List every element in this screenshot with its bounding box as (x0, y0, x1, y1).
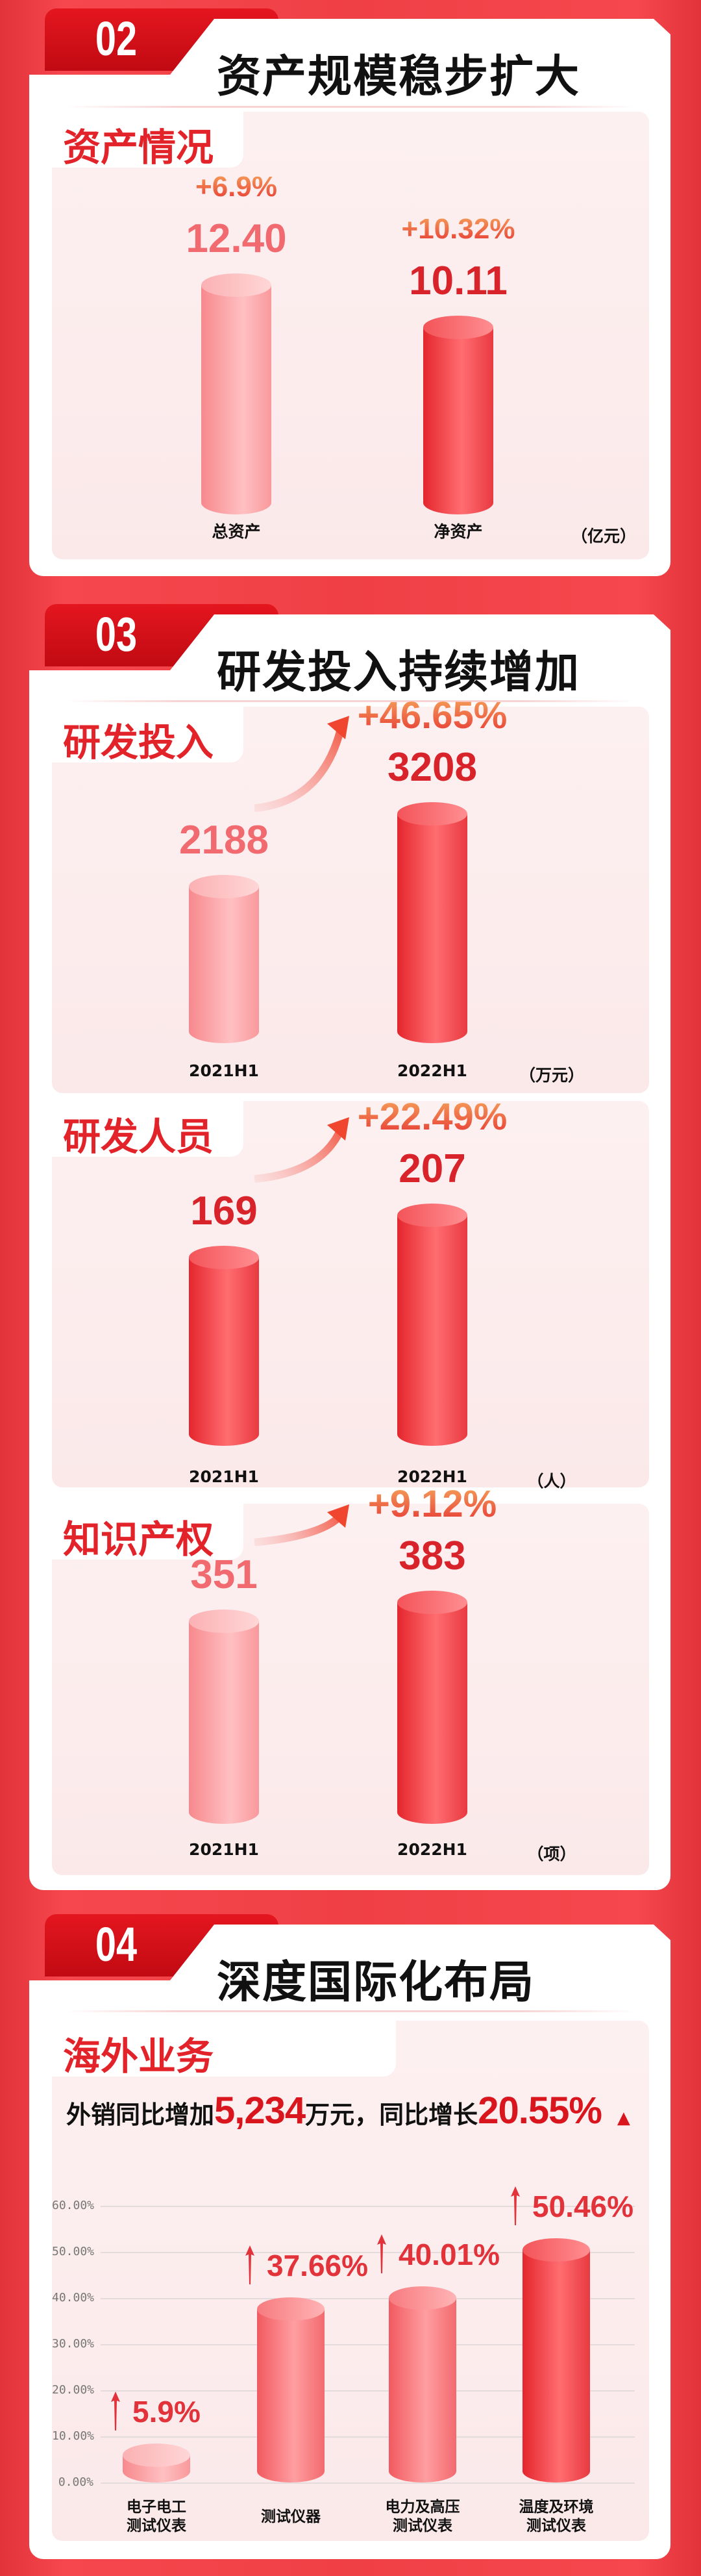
gridline (101, 2482, 635, 2484)
panel-overseas: 海外业务 外销同比增加 5,234 万元，同比增长 20.55% ▲ 0.00%… (52, 2021, 649, 2541)
category-label: 电子电工 测试仪表 (127, 2499, 186, 2534)
growth-label: +46.65% (328, 697, 536, 735)
value-label: 12.40 (186, 216, 287, 261)
bar-2022h1 (397, 802, 467, 1043)
data-label: 50.46% (532, 2189, 634, 2223)
change-label: +10.32% (354, 214, 562, 244)
divider (65, 106, 636, 108)
y-tick-label: 50.00% (52, 2245, 95, 2258)
gridline (101, 2252, 635, 2253)
section-number: 03 (95, 607, 138, 661)
value-label: 351 (190, 1552, 258, 1597)
bar-2022h1 (397, 1203, 467, 1446)
panel-label-tab: 海外业务 (52, 2021, 396, 2078)
change-label: +6.9% (132, 172, 340, 201)
data-label: 5.9% (132, 2395, 201, 2429)
bar-total-assets (201, 273, 271, 514)
value-label: 3208 (387, 745, 477, 790)
growth-label: +22.49% (328, 1098, 536, 1136)
value-label: 383 (399, 1534, 466, 1579)
data-label: 37.66% (267, 2248, 369, 2282)
category-label: 2022H1 (397, 1840, 467, 1859)
unit-label: （万元） (519, 1066, 584, 1085)
category-label: 总资产 (212, 522, 261, 541)
gridline (101, 2390, 635, 2392)
category-label: 2021H1 (189, 1061, 259, 1080)
gridline (101, 2298, 635, 2299)
unit-label: （人） (527, 1472, 576, 1491)
y-tick-label: 10.00% (52, 2429, 95, 2443)
category-label: 温度及环境 测试仪表 (519, 2499, 594, 2534)
panel-ip: 知识产权 351 383 +9.12% 2021H1 2022H1 （项） (52, 1485, 649, 1875)
bar (257, 2297, 325, 2482)
overseas-summary: 外销同比增加 5,234 万元，同比增长 20.55% ▲ (66, 2089, 630, 2132)
panel-rd-staff: 研发人员 169 207 +22.49% 2021H1 2022H1 （人） (52, 1098, 649, 1491)
arrow-shaft (254, 725, 345, 813)
category-label: 2022H1 (397, 1061, 467, 1080)
unit-label: （亿元） (571, 527, 636, 546)
unit-label: （项） (527, 1845, 576, 1863)
panel-assets: 资产情况 12.40 10.11 +6.9% +10.32% 总资产 净资产 （… (52, 112, 649, 559)
section-number: 04 (95, 1917, 138, 1971)
bar-2021h1 (189, 1609, 259, 1824)
value-label: 169 (190, 1189, 258, 1234)
y-tick-label: 60.00% (52, 2199, 95, 2212)
triangle-up-icon: ▲ (617, 2108, 630, 2128)
panel-label-tab: 研发投入 (52, 707, 243, 764)
section-title: 资产规模稳步扩大 (217, 51, 581, 103)
arrow-up-icon (245, 2245, 254, 2284)
bar (389, 2286, 456, 2482)
bar-net-assets (423, 315, 493, 514)
category-label: 2021H1 (189, 1840, 259, 1859)
value-label: 2188 (179, 818, 269, 863)
panel-label: 资产情况 (63, 125, 214, 170)
gridline (101, 2436, 635, 2438)
summary-middle: 万元，同比增长 (305, 2101, 478, 2129)
growth-label: +9.12% (328, 1485, 536, 1523)
panel-rd-investment: 研发投入 2188 3208 +46.65% 2021H1 2022H1 （万元… (52, 697, 649, 1093)
panel-label: 研发人员 (63, 1115, 214, 1159)
panel-label-tab: 资产情况 (52, 112, 243, 170)
bar-2022h1 (397, 1591, 467, 1824)
section-title: 研发投入持续增加 (217, 647, 581, 698)
divider (65, 2010, 636, 2012)
arrow-up-icon (111, 2392, 120, 2431)
y-tick-label: 30.00% (52, 2337, 95, 2351)
y-tick-label: 20.00% (52, 2383, 95, 2397)
value-label: 207 (399, 1146, 466, 1191)
panel-label: 知识产权 (63, 1517, 214, 1561)
value-label: 10.11 (409, 258, 508, 303)
section-number: 02 (95, 12, 138, 66)
arrow-up-icon (511, 2186, 520, 2225)
gridline (101, 2344, 635, 2345)
bar (123, 2443, 190, 2482)
gridline (101, 2206, 635, 2207)
summary-prefix: 外销同比增加 (66, 2101, 215, 2129)
y-tick-label: 40.00% (52, 2291, 95, 2305)
section-title: 深度国际化布局 (217, 1957, 535, 2008)
summary-rate: 20.55% (478, 2090, 602, 2132)
panel-label: 研发投入 (63, 720, 214, 764)
data-label: 40.01% (399, 2237, 500, 2271)
category-label: 净资产 (434, 522, 483, 541)
bar-2021h1 (189, 1246, 259, 1446)
bar-2021h1 (189, 875, 259, 1043)
category-label: 2022H1 (397, 1467, 467, 1486)
arrow-up-icon (377, 2234, 386, 2273)
panel-label-tab: 知识产权 (52, 1504, 243, 1561)
category-label: 电力及高压 测试仪表 (385, 2499, 460, 2534)
divider (65, 700, 636, 702)
category-label: 2021H1 (189, 1467, 259, 1486)
summary-amount: 5,234 (214, 2090, 306, 2132)
y-tick-label: 0.00% (58, 2475, 93, 2489)
panel-label-tab: 研发人员 (52, 1101, 243, 1159)
category-label: 测试仪器 (261, 2508, 321, 2525)
bar (523, 2238, 590, 2482)
panel-label: 海外业务 (63, 2034, 214, 2078)
